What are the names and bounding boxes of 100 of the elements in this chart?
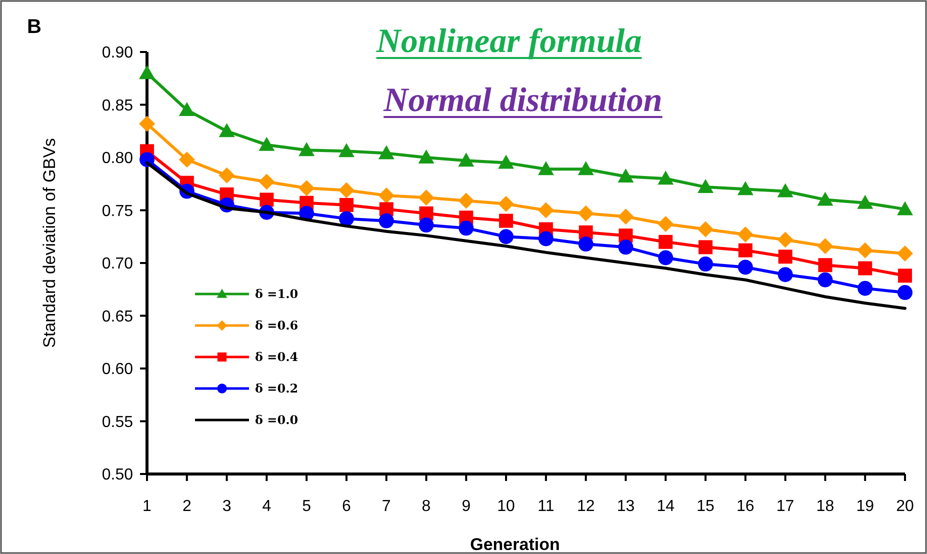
point [817, 192, 834, 206]
point [618, 168, 634, 182]
point [338, 211, 354, 226]
point [499, 214, 514, 228]
point [178, 102, 195, 116]
point [338, 182, 354, 198]
point [658, 250, 674, 266]
x-tick-label: 9 [462, 498, 471, 515]
point [778, 250, 792, 264]
point [258, 136, 275, 151]
point [737, 226, 754, 243]
legend-label: δ =0.6 [255, 318, 298, 333]
x-tick-label: 4 [262, 498, 272, 515]
point [578, 205, 594, 222]
legend-label: δ =1.0 [255, 287, 298, 302]
x-tick-label: 17 [776, 498, 794, 515]
point [218, 167, 235, 184]
point [378, 213, 394, 228]
point [178, 152, 195, 168]
x-tick-label: 8 [422, 498, 431, 515]
point [378, 187, 394, 204]
point [418, 150, 434, 164]
point [578, 236, 594, 252]
point [778, 267, 793, 282]
point [698, 221, 714, 238]
point [897, 246, 913, 262]
point [898, 285, 912, 300]
point [218, 123, 235, 138]
y-tick-label: 0.55 [102, 414, 134, 431]
y-tick-label: 0.50 [102, 466, 134, 484]
y-tick-label: 0.70 [102, 256, 134, 273]
point [818, 272, 833, 288]
point [139, 65, 155, 80]
point [858, 280, 873, 296]
point [538, 231, 554, 246]
y-tick-label: 0.80 [102, 150, 134, 168]
x-tick-label: 18 [816, 498, 834, 515]
y-tick-label: 0.65 [102, 308, 134, 326]
x-tick-label: 7 [382, 498, 391, 515]
point [897, 201, 913, 216]
point [258, 174, 275, 190]
point [578, 161, 594, 176]
x-tick-label: 10 [497, 498, 516, 515]
x-tick-label: 3 [222, 498, 232, 515]
chart-title: Nonlinear formula [375, 23, 642, 60]
x-tick-label: 20 [896, 498, 914, 515]
point [458, 220, 474, 236]
point [658, 234, 673, 249]
point [857, 194, 874, 209]
point [458, 192, 474, 209]
x-tick-label: 16 [736, 498, 754, 515]
point [298, 180, 315, 196]
point [698, 256, 714, 272]
point [737, 181, 754, 196]
point [817, 238, 834, 254]
point [538, 161, 554, 176]
y-tick-label: 0.85 [102, 97, 134, 114]
x-tick-label: 15 [696, 498, 715, 515]
text: B [27, 16, 42, 38]
x-tick-label: 6 [342, 498, 352, 515]
point [738, 243, 752, 258]
y-axis-title: Standard deviation of GBVs [40, 138, 59, 348]
y-tick-label: 0.60 [102, 361, 134, 378]
point [858, 261, 872, 276]
point [898, 268, 912, 283]
x-tick-label: 13 [616, 498, 635, 515]
legend-label: δ =0.2 [255, 382, 298, 396]
x-tick-label: 2 [182, 498, 192, 515]
point [458, 152, 474, 167]
x-tick-label: 14 [656, 498, 675, 515]
point [418, 218, 434, 233]
legend-label: δ =0.4 [255, 350, 298, 364]
y-tick-label: 0.75 [102, 202, 134, 220]
point [618, 208, 634, 225]
x-tick-label: 12 [576, 498, 595, 515]
point [339, 198, 354, 212]
legend-label: δ =0.0 [255, 413, 298, 428]
x-tick-label: 5 [302, 498, 312, 515]
point [498, 196, 514, 212]
point [498, 154, 514, 169]
point [698, 179, 714, 194]
x-axis-title: Generation [470, 535, 560, 554]
x-tick-label: 1 [142, 498, 152, 515]
x-tick-label: 11 [538, 498, 554, 515]
x-tick-label: 19 [856, 498, 874, 515]
point [818, 258, 832, 272]
point [498, 229, 514, 244]
point [777, 183, 794, 198]
point [298, 142, 315, 156]
point [260, 192, 274, 207]
point [738, 260, 753, 275]
point [777, 232, 794, 248]
text: Normal distribution [382, 82, 662, 119]
point [618, 240, 634, 255]
point [857, 242, 874, 258]
point [139, 116, 155, 132]
point [658, 216, 674, 232]
point [378, 145, 394, 160]
point [538, 202, 554, 218]
point [418, 190, 434, 206]
